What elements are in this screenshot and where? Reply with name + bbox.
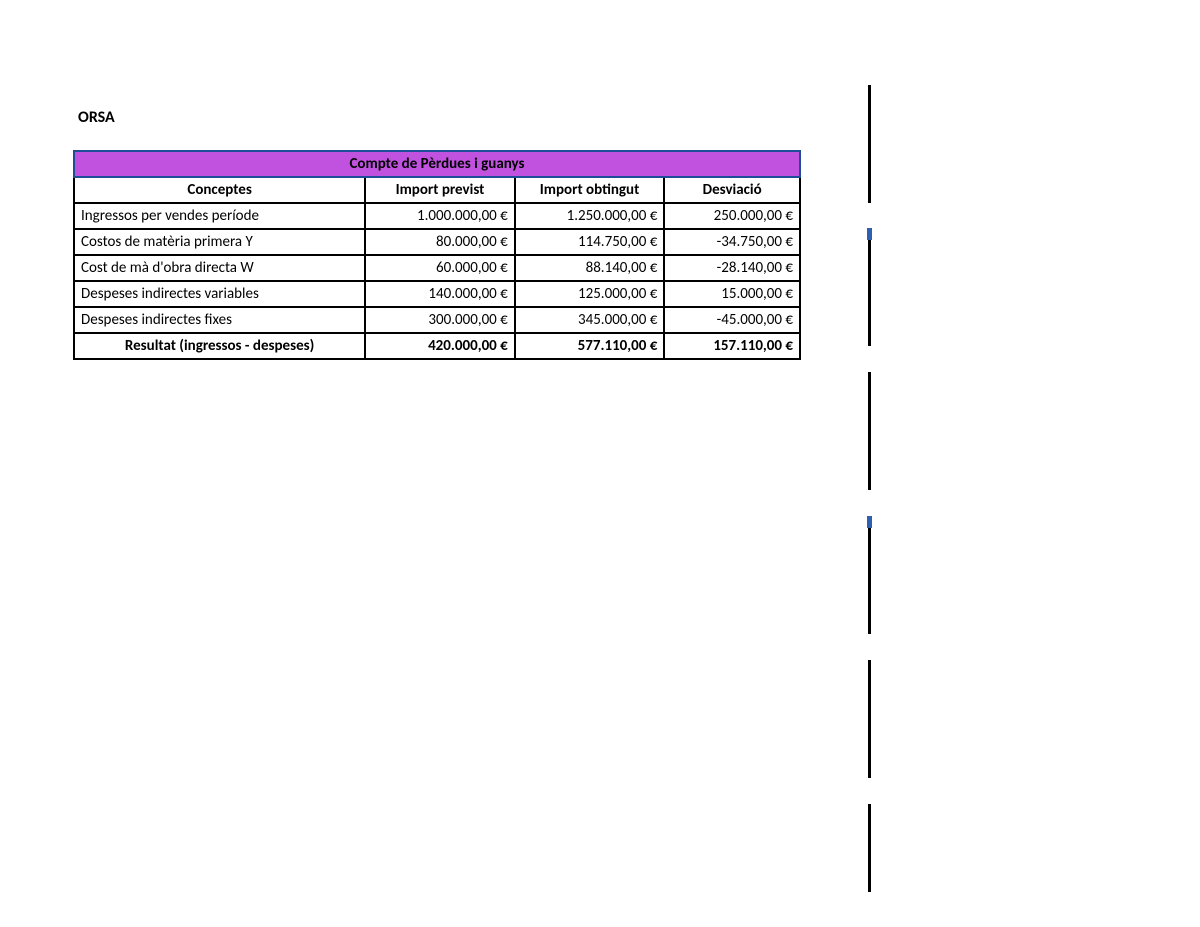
row-previst: 300.000,00 € [365,307,515,333]
row-obtingut: 114.750,00 € [515,229,665,255]
col-header-concept: Conceptes [74,177,365,203]
table-row: Cost de mà d'obra directa W60.000,00 €88… [74,255,800,281]
table-header-row: Conceptes Import previst Import obtingut… [74,177,800,203]
table-title: Compte de Pèrdues i guanys [74,151,800,177]
col-header-obtingut: Import obtingut [515,177,665,203]
row-obtingut: 345.000,00 € [515,307,665,333]
table-row: Despeses indirectes fixes300.000,00 €345… [74,307,800,333]
row-concept: Ingressos per vendes període [74,203,365,229]
pl-table: Compte de Pèrdues i guanys Conceptes Imp… [73,150,801,360]
total-desviacio: 157.110,00 € [664,333,800,359]
row-desviacio: 15.000,00 € [664,281,800,307]
row-previst: 80.000,00 € [365,229,515,255]
row-concept: Cost de mà d'obra directa W [74,255,365,281]
decor-vbar [868,372,871,490]
row-concept: Despeses indirectes variables [74,281,365,307]
table-title-row: Compte de Pèrdues i guanys [74,151,800,177]
total-label: Resultat (ingressos - despeses) [74,333,365,359]
table-row: Ingressos per vendes període1.000.000,00… [74,203,800,229]
decor-vbar [868,228,871,346]
row-desviacio: 250.000,00 € [664,203,800,229]
total-obtingut: 577.110,00 € [515,333,665,359]
decor-vbar [868,516,871,634]
decor-accent [867,516,872,528]
row-desviacio: -45.000,00 € [664,307,800,333]
decor-vbar [868,660,871,778]
page-title: ORSA [78,108,115,127]
decor-vbar [868,85,871,203]
table-row: Costos de matèria primera Y80.000,00 €11… [74,229,800,255]
col-header-desviacio: Desviació [664,177,800,203]
table-row: Despeses indirectes variables140.000,00 … [74,281,800,307]
row-obtingut: 125.000,00 € [515,281,665,307]
decor-vbar [868,804,871,892]
row-desviacio: -34.750,00 € [664,229,800,255]
total-previst: 420.000,00 € [365,333,515,359]
row-previst: 1.000.000,00 € [365,203,515,229]
row-concept: Costos de matèria primera Y [74,229,365,255]
row-desviacio: -28.140,00 € [664,255,800,281]
row-obtingut: 88.140,00 € [515,255,665,281]
row-previst: 140.000,00 € [365,281,515,307]
row-obtingut: 1.250.000,00 € [515,203,665,229]
table-total-row: Resultat (ingressos - despeses) 420.000,… [74,333,800,359]
row-previst: 60.000,00 € [365,255,515,281]
col-header-previst: Import previst [365,177,515,203]
row-concept: Despeses indirectes fixes [74,307,365,333]
decor-accent [867,228,872,240]
